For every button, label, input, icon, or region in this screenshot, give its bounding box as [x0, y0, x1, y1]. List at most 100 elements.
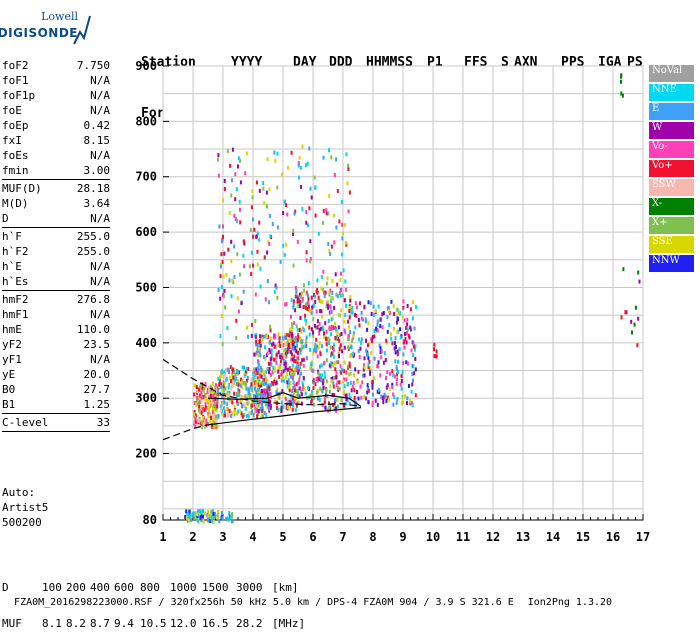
param-name: foE	[2, 104, 22, 117]
echo-point	[257, 395, 260, 400]
echo-point	[338, 219, 341, 224]
echo-point	[188, 518, 191, 523]
echo-point	[227, 247, 230, 252]
echo-point	[332, 384, 335, 389]
echo-point	[294, 294, 297, 299]
echo-point	[321, 344, 324, 349]
echo-point	[237, 379, 240, 384]
echo-point	[410, 348, 413, 353]
echo-point	[228, 278, 231, 283]
echo-point	[382, 311, 385, 315]
echo-point	[278, 336, 281, 341]
echo-point	[291, 375, 294, 380]
echo-point	[300, 185, 303, 189]
echo-point	[378, 390, 381, 395]
echo-point	[295, 365, 298, 370]
echo-point	[301, 386, 304, 391]
echo-point	[363, 394, 366, 399]
echo-point	[348, 309, 351, 313]
echo-point	[249, 228, 252, 233]
echo-point	[201, 394, 204, 399]
echo-point	[242, 239, 245, 244]
echo-point	[235, 187, 238, 192]
echo-point	[319, 326, 322, 331]
param-value: 0.42	[83, 119, 111, 132]
echo-point	[336, 294, 339, 299]
echo-point	[216, 392, 219, 397]
echo-point	[262, 377, 265, 382]
echo-point	[341, 236, 344, 241]
echo-point	[385, 376, 387, 381]
echo-point	[233, 391, 236, 396]
echo-point	[299, 347, 302, 352]
echo-point	[251, 217, 254, 222]
param-separator	[2, 227, 110, 228]
echo-point	[255, 409, 258, 413]
echo-point	[246, 401, 249, 406]
legend-entry: NNW	[649, 255, 694, 272]
echo-point	[261, 392, 264, 397]
echo-point	[287, 165, 289, 170]
echo-point	[264, 345, 266, 350]
echo-point	[315, 325, 318, 330]
echo-point	[269, 404, 272, 408]
echo-point	[362, 367, 365, 372]
echo-point	[405, 340, 408, 345]
x-tick-label: 10	[426, 530, 440, 544]
echo-point	[215, 398, 218, 403]
echo-point	[273, 289, 276, 294]
echo-point	[220, 239, 223, 244]
echo-point	[310, 362, 313, 367]
echo-point	[360, 310, 363, 315]
echo-point	[202, 519, 205, 524]
echo-point	[322, 220, 324, 225]
echo-point	[405, 360, 408, 365]
echo-point	[324, 290, 327, 295]
echo-point	[288, 385, 291, 389]
echo-point	[301, 381, 304, 386]
echo-point	[290, 314, 292, 319]
echo-point	[329, 345, 332, 350]
echo-point	[293, 211, 296, 216]
echo-point	[236, 411, 238, 416]
echo-point	[345, 303, 347, 308]
echo-point	[633, 322, 636, 327]
echo-point	[259, 266, 262, 271]
echo-point	[337, 360, 340, 365]
echo-point	[377, 360, 380, 365]
echo-point	[295, 324, 298, 329]
echo-point	[383, 392, 386, 397]
echo-point	[289, 371, 292, 376]
echo-point	[254, 372, 257, 377]
echo-point	[341, 293, 344, 298]
echo-point	[285, 333, 288, 337]
echo-point	[387, 306, 390, 310]
echo-point	[217, 389, 220, 394]
echo-point	[366, 352, 369, 357]
echo-point	[366, 390, 369, 395]
echo-point	[307, 293, 309, 298]
echo-point	[326, 299, 329, 304]
echo-point	[272, 366, 275, 371]
echo-point	[285, 342, 288, 347]
echo-point	[197, 418, 199, 423]
echo-point	[335, 409, 338, 413]
echo-point	[638, 279, 641, 284]
param-name: h`Es	[2, 275, 29, 288]
echo-point	[256, 376, 259, 381]
echo-point	[373, 329, 376, 333]
echo-point	[256, 262, 259, 267]
auto-version: 500200	[2, 516, 42, 529]
echo-point	[218, 519, 221, 524]
echo-point	[307, 308, 310, 313]
echo-point	[252, 263, 255, 268]
echo-point	[220, 252, 223, 257]
row-unit: [MHz]	[272, 617, 306, 630]
echo-point	[235, 336, 238, 340]
echo-point	[277, 365, 280, 370]
echo-point	[333, 343, 335, 348]
echo-point	[297, 334, 300, 339]
echo-point	[301, 339, 304, 344]
echo-point	[264, 356, 267, 361]
echo-point	[399, 335, 402, 340]
